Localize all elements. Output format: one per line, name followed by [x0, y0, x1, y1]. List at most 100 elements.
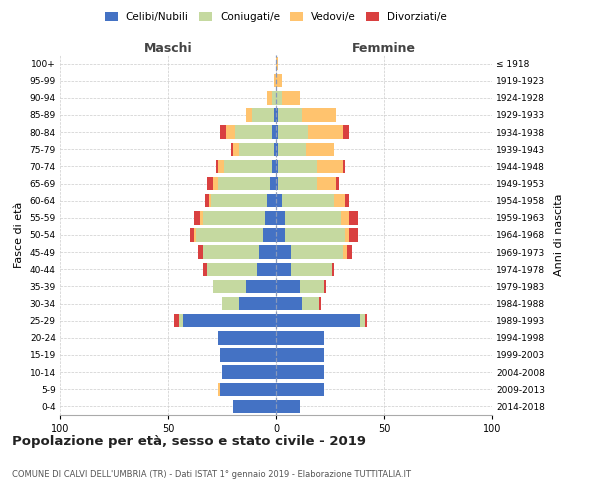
Bar: [233, 400, 276, 413]
Bar: [276, 400, 300, 413]
Bar: [284, 228, 345, 241]
Y-axis label: Fasce di età: Fasce di età: [14, 202, 24, 268]
Bar: [268, 91, 272, 104]
Bar: [276, 366, 323, 379]
Bar: [360, 314, 365, 328]
Bar: [218, 177, 269, 190]
Bar: [291, 262, 332, 276]
Bar: [179, 314, 183, 328]
Bar: [203, 211, 265, 224]
Bar: [276, 211, 284, 224]
Bar: [205, 194, 209, 207]
Bar: [276, 108, 278, 122]
Bar: [215, 160, 218, 173]
Bar: [276, 297, 302, 310]
Bar: [226, 126, 235, 139]
Bar: [276, 280, 300, 293]
Bar: [218, 160, 224, 173]
Bar: [302, 297, 319, 310]
Bar: [220, 382, 276, 396]
Bar: [349, 211, 358, 224]
Bar: [345, 194, 349, 207]
Bar: [283, 91, 300, 104]
Bar: [276, 382, 323, 396]
Bar: [220, 348, 276, 362]
Bar: [218, 382, 220, 396]
Bar: [252, 108, 274, 122]
Bar: [214, 177, 218, 190]
Bar: [276, 142, 278, 156]
Bar: [343, 246, 347, 259]
Bar: [233, 142, 239, 156]
Bar: [207, 177, 214, 190]
Bar: [323, 280, 326, 293]
Bar: [194, 211, 200, 224]
Bar: [337, 177, 338, 190]
Bar: [317, 160, 343, 173]
Bar: [278, 177, 317, 190]
Bar: [276, 91, 283, 104]
Bar: [211, 194, 268, 207]
Bar: [276, 246, 291, 259]
Bar: [190, 228, 194, 241]
Bar: [265, 211, 276, 224]
Bar: [276, 74, 283, 88]
Bar: [306, 142, 334, 156]
Bar: [347, 246, 352, 259]
Bar: [276, 126, 278, 139]
Bar: [300, 280, 323, 293]
Bar: [317, 177, 337, 190]
Bar: [269, 177, 276, 190]
Bar: [334, 194, 345, 207]
Bar: [341, 211, 349, 224]
Bar: [276, 194, 283, 207]
Bar: [274, 74, 276, 88]
Bar: [218, 331, 276, 344]
Bar: [259, 246, 276, 259]
Bar: [276, 331, 323, 344]
Bar: [246, 108, 252, 122]
Bar: [278, 108, 302, 122]
Bar: [239, 142, 274, 156]
Bar: [203, 262, 207, 276]
Bar: [274, 108, 276, 122]
Bar: [175, 314, 179, 328]
Bar: [276, 262, 291, 276]
Text: Maschi: Maschi: [143, 42, 193, 55]
Text: Femmine: Femmine: [352, 42, 416, 55]
Bar: [278, 160, 317, 173]
Bar: [274, 142, 276, 156]
Bar: [332, 262, 334, 276]
Bar: [196, 228, 263, 241]
Bar: [343, 160, 345, 173]
Bar: [276, 314, 360, 328]
Bar: [276, 348, 323, 362]
Bar: [239, 297, 276, 310]
Bar: [246, 280, 276, 293]
Bar: [194, 228, 196, 241]
Bar: [222, 297, 239, 310]
Bar: [278, 126, 308, 139]
Bar: [200, 211, 203, 224]
Bar: [278, 142, 306, 156]
Bar: [235, 126, 272, 139]
Bar: [214, 280, 246, 293]
Bar: [224, 160, 272, 173]
Text: Popolazione per età, sesso e stato civile - 2019: Popolazione per età, sesso e stato civil…: [12, 435, 366, 448]
Y-axis label: Anni di nascita: Anni di nascita: [554, 194, 564, 276]
Bar: [268, 194, 276, 207]
Bar: [276, 177, 278, 190]
Bar: [349, 228, 358, 241]
Bar: [272, 91, 276, 104]
Bar: [220, 126, 226, 139]
Bar: [276, 228, 284, 241]
Bar: [222, 366, 276, 379]
Bar: [319, 297, 322, 310]
Bar: [207, 262, 257, 276]
Bar: [291, 246, 343, 259]
Bar: [209, 194, 211, 207]
Bar: [183, 314, 276, 328]
Legend: Celibi/Nubili, Coniugati/e, Vedovi/e, Divorziati/e: Celibi/Nubili, Coniugati/e, Vedovi/e, Di…: [101, 8, 451, 26]
Bar: [276, 160, 278, 173]
Bar: [365, 314, 367, 328]
